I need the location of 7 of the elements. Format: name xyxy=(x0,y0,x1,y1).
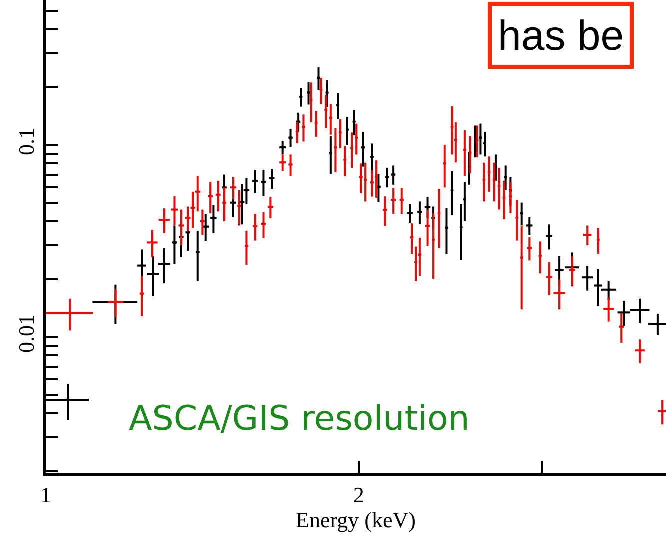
y-tick-label: 0.01 xyxy=(14,314,40,354)
x-tick-label: 1 xyxy=(40,482,52,508)
annotation: has be xyxy=(498,12,624,59)
x-axis-title: Energy (keV) xyxy=(296,507,416,532)
x-tick-label: 2 xyxy=(353,482,364,508)
y-tick-label: 0.1 xyxy=(14,128,40,156)
annotation: ASCA/GIS resolution xyxy=(129,399,470,439)
